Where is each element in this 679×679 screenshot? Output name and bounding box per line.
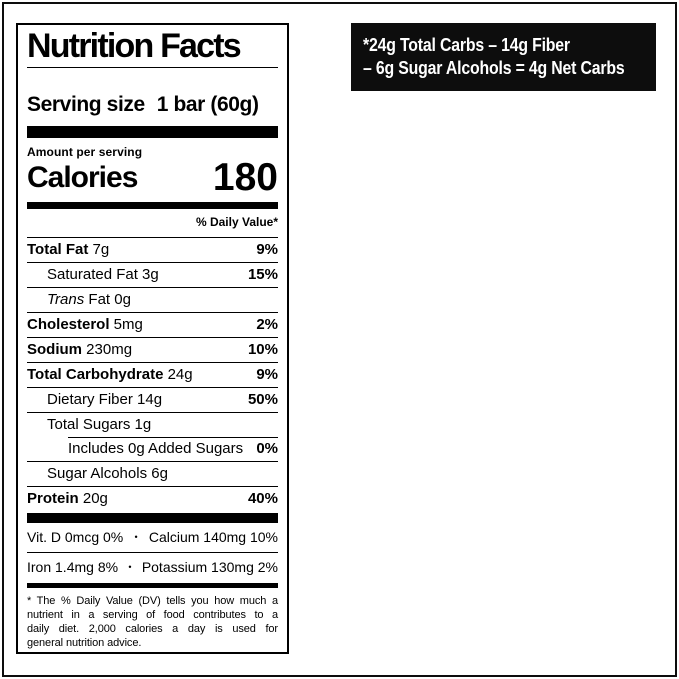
nutrient-name-and-amount: Includes 0g Added Sugars: [68, 440, 244, 457]
nutrient-daily-value: 9%: [256, 366, 278, 383]
nutrient-name-and-amount: Total Carbohydrate 24g: [27, 366, 193, 383]
nutrient-name-and-amount: Total Sugars 1g: [47, 416, 152, 433]
nutrient-row: Dietary Fiber 14g 50%: [27, 387, 278, 412]
nutrient-name-and-amount: Sugar Alcohols 6g: [47, 465, 168, 482]
micronutrient-right: Potassium 130mg 2%: [141, 559, 278, 575]
title-divider: [27, 67, 278, 68]
bullet-separator: •: [128, 562, 132, 572]
bullet-separator: •: [134, 532, 138, 542]
nutrient-name-and-amount: Cholesterol 5mg: [27, 316, 143, 333]
nutrient-row: Total Carbohydrate 24g 9%: [27, 362, 278, 387]
nutrient-name-and-amount: Saturated Fat 3g: [47, 266, 159, 283]
serving-size-label: Serving size: [27, 93, 145, 116]
footnote-line: daily diet. 2,000 calories a day is used…: [27, 623, 278, 635]
amount-per-serving-label: Amount per serving: [27, 145, 143, 159]
nutrient-row: Total Fat 7g 9%: [27, 237, 278, 262]
net-carbs-badge: *24g Total Carbs – 14g Fiber – 6g Sugar …: [351, 23, 656, 91]
nutrient-name-and-amount: Sodium 230mg: [27, 341, 133, 358]
nutrient-row: Total Sugars 1g: [27, 412, 278, 437]
nutrient-row: Protein 20g 40%: [27, 486, 278, 511]
micronutrient-left: Iron 1.4mg 8%: [27, 559, 119, 575]
calories-row: Calories 180: [27, 156, 278, 199]
calories-value: 180: [212, 156, 278, 199]
nutrient-daily-value: 40%: [247, 490, 278, 507]
micronutrient-row: Vit. D 0mcg 0% • Calcium 140mg 10%: [27, 523, 278, 552]
thick-divider-bar: [27, 126, 278, 138]
footnote-line: nutrient in a serving of food contribute…: [27, 609, 278, 621]
calories-label: Calories: [27, 161, 138, 194]
nutrient-row: Cholesterol 5mg 2%: [27, 312, 278, 337]
nutrition-facts-title: Nutrition Facts: [27, 27, 242, 65]
nutrient-row: Includes 0g Added Sugars 0%: [27, 437, 278, 461]
micronutrient-rows: Vit. D 0mcg 0% • Calcium 140mg 10% Iron 1.4…: [27, 523, 278, 582]
footnote-line: general nutrition advice.: [27, 637, 142, 649]
nutrient-name-and-amount: Dietary Fiber 14g: [47, 391, 163, 408]
nutrient-row: Sodium 230mg 10%: [27, 337, 278, 362]
daily-value-header: % Daily Value*: [195, 215, 278, 229]
nutrient-daily-value: 2%: [256, 316, 278, 333]
nutrient-daily-value: 0%: [256, 440, 278, 457]
micronutrient-row: Iron 1.4mg 8% • Potassium 130mg 2%: [27, 552, 278, 582]
protein-divider-bar: [27, 513, 278, 523]
micronutrient-left: Vit. D 0mcg 0%: [27, 529, 124, 545]
nutrient-daily-value: 50%: [247, 391, 278, 408]
nutrient-name-and-amount: Total Fat 7g: [27, 241, 110, 258]
nutrient-daily-value: 15%: [247, 266, 278, 283]
nutrient-row: Saturated Fat 3g 15%: [27, 262, 278, 287]
serving-size-row: Serving size 1 bar (60g): [27, 93, 278, 117]
net-carbs-equation-line-1: *24g Total Carbs – 14g Fiber: [363, 35, 570, 55]
nutrient-daily-value: 9%: [256, 241, 278, 258]
net-carbs-equation-line-2: – 6g Sugar Alcohols = 4g Net Carbs: [363, 58, 625, 78]
serving-size-value: 1 bar (60g): [156, 93, 259, 116]
nutrient-name-and-amount: Trans Fat 0g: [47, 291, 131, 308]
nutrition-facts-panel: Nutrition Facts Serving size 1 bar (60g)…: [16, 23, 289, 654]
footnote-divider-bar: [27, 583, 278, 588]
footnote-line: * The % Daily Value (DV) tells you how m…: [27, 595, 278, 607]
nutrient-rows: Total Fat 7g 9% Saturated Fat 3g 15% Trans F…: [27, 237, 278, 511]
daily-value-footnote: * The % Daily Value (DV) tells you how m…: [27, 594, 278, 650]
medium-divider-bar: [27, 202, 278, 209]
nutrient-row: Trans Fat 0g: [27, 287, 278, 312]
micronutrient-right: Calcium 140mg 10%: [148, 529, 278, 545]
nutrient-name-and-amount: Protein 20g: [27, 490, 108, 507]
nutrient-row: Sugar Alcohols 6g: [27, 461, 278, 486]
nutrient-daily-value: 10%: [247, 341, 278, 358]
